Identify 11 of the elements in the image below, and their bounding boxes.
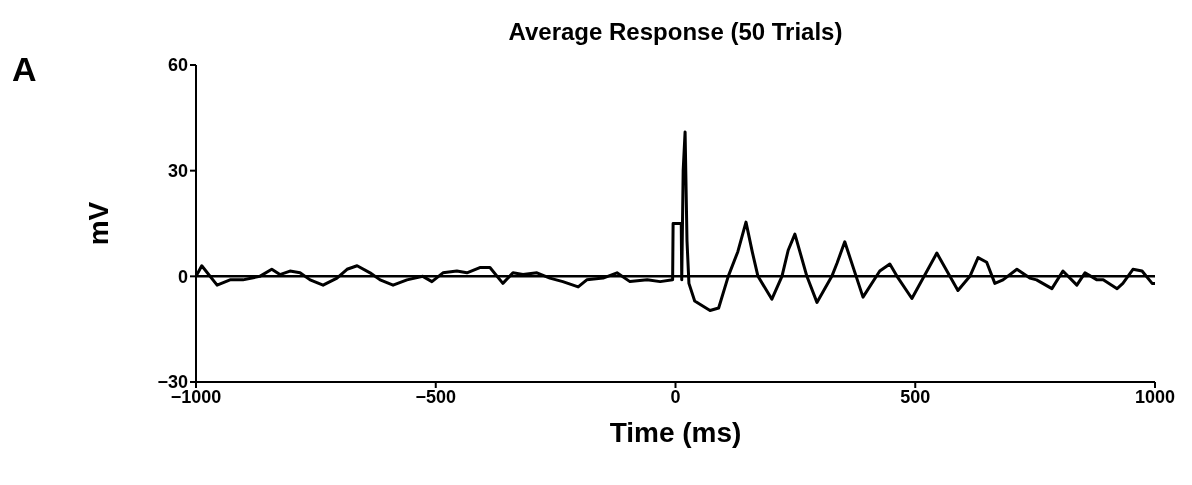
chart-title: Average Response (50 Trials) [507,18,844,46]
y-tick-label: 60 [167,55,188,76]
x-tick-label: 0 [670,386,681,407]
y-tick-label: 0 [177,266,188,287]
text: A [12,50,37,89]
x-tick-label: 1000 [1134,386,1176,407]
x-tick-label: 500 [900,386,931,407]
y-axis-title: mV [82,201,114,246]
x-tick-label: −500 [415,386,457,407]
y-tick-label: 30 [167,161,188,182]
x-axis-title: Time (ms) [609,417,742,448]
